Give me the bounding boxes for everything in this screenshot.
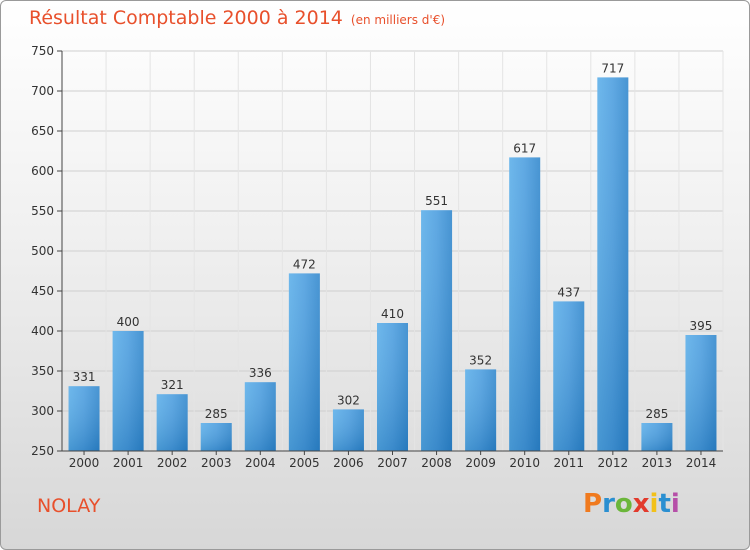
bar-shade-2005: [288, 273, 320, 451]
bar-shade-2002: [156, 394, 188, 451]
y-tick-label: 750: [31, 44, 54, 58]
bar-shade-2011: [553, 301, 585, 451]
y-tick-label: 350: [31, 364, 54, 378]
value-label: 302: [337, 393, 360, 407]
bar-shade-2009: [465, 369, 497, 451]
value-label: 551: [425, 194, 448, 208]
y-tick-label: 550: [31, 204, 54, 218]
bar-shade-2014: [685, 335, 717, 451]
chart-unit: (en milliers d'€): [350, 13, 446, 27]
x-tick-label: 2012: [598, 456, 629, 470]
x-tick-label: 2011: [553, 456, 584, 470]
bar-shade-2013: [641, 423, 673, 451]
x-tick-label: 2001: [113, 456, 144, 470]
value-label: 352: [469, 353, 492, 367]
bar-shade-2000: [68, 386, 100, 451]
bar-shade-2003: [200, 423, 232, 451]
bar-shade-2006: [332, 409, 364, 451]
x-tick-label: 2004: [245, 456, 276, 470]
x-tick-label: 2006: [333, 456, 364, 470]
value-label: 437: [557, 285, 580, 299]
y-tick-label: 250: [31, 444, 54, 458]
value-label: 321: [161, 378, 184, 392]
chart-title: Résultat Comptable 2000 à 2014 (en millie…: [29, 7, 445, 29]
bar-shade-2004: [244, 382, 276, 451]
value-label: 717: [601, 61, 624, 75]
x-tick-label: 2003: [201, 456, 232, 470]
bar-shade-2007: [377, 323, 408, 451]
x-tick-label: 2010: [509, 456, 540, 470]
x-tick-label: 2009: [465, 456, 496, 470]
y-tick-label: 600: [31, 164, 54, 178]
value-label: 472: [293, 257, 316, 271]
value-label: 395: [690, 319, 713, 333]
bar-shade-2008: [421, 210, 453, 451]
y-tick-label: 400: [31, 324, 54, 338]
value-label: 336: [249, 366, 272, 380]
commune-name: NOLAY: [37, 495, 101, 517]
value-label: 331: [73, 370, 96, 384]
x-tick-label: 2002: [157, 456, 188, 470]
value-label: 400: [117, 315, 140, 329]
y-tick-label: 700: [31, 84, 54, 98]
value-label: 410: [381, 307, 404, 321]
bar-shade-2001: [112, 331, 144, 451]
chart-title-text: Résultat Comptable 2000 à 2014: [29, 7, 343, 29]
value-label: 285: [205, 407, 228, 421]
x-tick-label: 2013: [642, 456, 673, 470]
bar-shade-2010: [509, 157, 541, 451]
x-tick-label: 2007: [377, 456, 408, 470]
y-tick-label: 450: [31, 284, 54, 298]
x-tick-label: 2005: [289, 456, 320, 470]
y-tick-label: 650: [31, 124, 54, 138]
value-label: 285: [645, 407, 668, 421]
axes: 250 300 350 400 450 500 550 600 650 700 750 2000 200…: [31, 44, 723, 470]
y-tick-label: 300: [31, 404, 54, 418]
bar-shade-2012: [597, 77, 629, 452]
x-tick-label: 2000: [69, 456, 100, 470]
proxiti-logo: Proxiti: [583, 489, 680, 519]
value-labels: 331 400 321 285 336 472 302 410 551 352 617 437 717 2…: [73, 61, 713, 421]
bars: [68, 77, 717, 452]
x-tick-label: 2014: [686, 456, 717, 470]
y-tick-label: 500: [31, 244, 54, 258]
value-label: 617: [513, 141, 536, 155]
x-tick-label: 2008: [421, 456, 452, 470]
